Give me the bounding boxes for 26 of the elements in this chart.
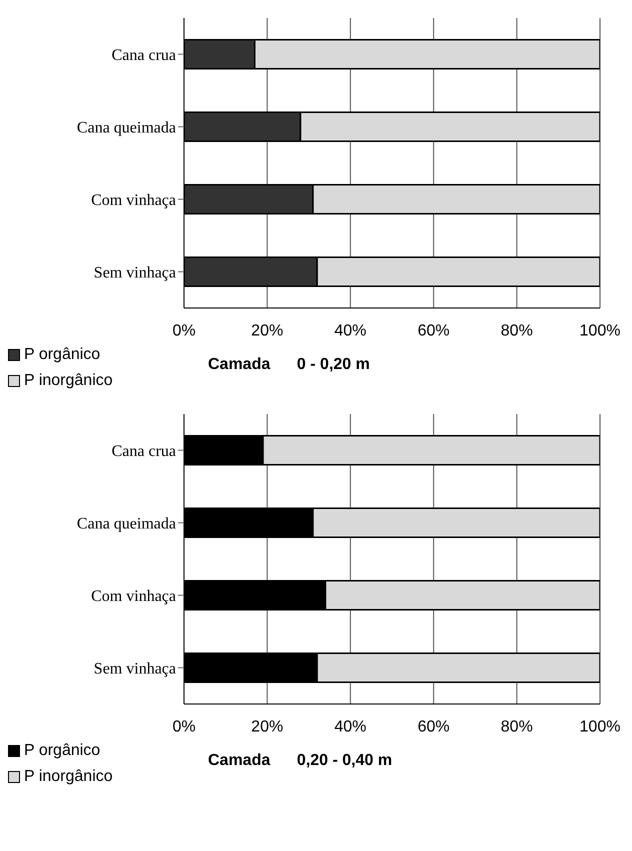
x-tick-label: 100%	[580, 322, 620, 340]
y-tick-label: Com vinhaça	[91, 588, 176, 605]
x-tick-label: 60%	[418, 322, 450, 340]
legend-label: P orgânico	[24, 741, 100, 761]
x-tick-label: 20%	[251, 718, 284, 736]
y-tick-label: Cana queimada	[76, 119, 176, 136]
x-tick-label: 100%	[580, 718, 620, 736]
x-tick-label: 80%	[500, 718, 533, 736]
y-tick-label: Cana crua	[112, 46, 176, 64]
legend-label: P inorgânico	[24, 371, 113, 391]
x-tick-label: 40%	[334, 718, 366, 736]
x-axis-title: Camada 0 - 0,20 m	[208, 356, 370, 374]
x-tick-label: 0%	[172, 322, 196, 340]
y-tick-label: Sem vinhaça	[94, 660, 176, 678]
x-tick-label: 60%	[418, 718, 450, 736]
x-tick-label: 80%	[500, 322, 533, 340]
y-tick-label: Sem vinhaça	[94, 264, 176, 282]
x-tick-label: 40%	[334, 322, 366, 340]
y-tick-label: Com vinhaça	[91, 192, 176, 209]
x-tick-label: 20%	[251, 322, 284, 340]
legend-label: P inorgânico	[24, 767, 113, 787]
legend-label: P orgânico	[24, 345, 100, 365]
y-tick-label: Cana queimada	[76, 515, 176, 532]
x-axis-title: Camada 0,20 - 0,40 m	[208, 752, 392, 770]
y-tick-label: Cana crua	[112, 442, 176, 460]
x-tick-label: 0%	[172, 718, 196, 736]
